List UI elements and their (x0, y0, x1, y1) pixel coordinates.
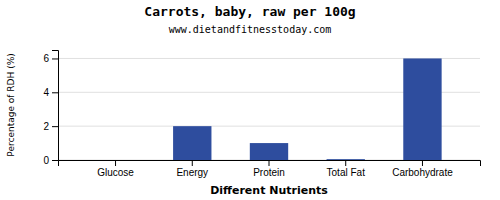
y-tick-mark (52, 160, 58, 161)
y-tick-label: 0 (43, 155, 49, 166)
x-tick-label: Glucose (97, 167, 134, 178)
x-tick-label: Protein (253, 167, 285, 178)
x-tick-mark (345, 160, 346, 166)
x-tick: Energy (176, 160, 208, 178)
y-axis-title: Percentage of RDH (%) (6, 53, 16, 156)
y-tick-label: 4 (43, 87, 49, 98)
y-tick-mark (52, 92, 58, 93)
y-tick: 2 (43, 121, 58, 132)
y-tick-label: 2 (43, 121, 49, 132)
y-axis: 0 2 4 6 (43, 51, 58, 166)
y-tick-mark (52, 58, 58, 59)
bar (173, 126, 211, 160)
bars (173, 58, 442, 160)
plot: Glucose Energy Protein Total Fat Carbohydrat… (43, 51, 480, 179)
x-tick-mark (422, 160, 423, 166)
y-tick-label: 6 (43, 53, 49, 64)
x-tick: Carbohydrate (392, 160, 453, 178)
x-axis-title: Different Nutrients (210, 184, 328, 197)
x-tick-mark (269, 160, 270, 166)
y-axis-line (52, 51, 59, 161)
y-tick-mark (52, 126, 58, 127)
bar (403, 58, 441, 160)
grid (58, 58, 480, 160)
y-tick: 0 (43, 155, 58, 166)
bar (327, 159, 365, 160)
x-tick: Glucose (97, 160, 134, 178)
x-tick: Total Fat (327, 160, 366, 178)
subtitle: www.dietandfitnesstoday.com (169, 24, 332, 35)
y-tick: 6 (43, 53, 58, 64)
title: Carrots, baby, raw per 100g (144, 4, 355, 19)
x-tick: Protein (253, 160, 285, 178)
x-tick-mark (115, 160, 116, 166)
chart: Carrots, baby, raw per 100g www.dietandfi… (0, 0, 500, 200)
x-tick-mark (192, 160, 193, 166)
x-tick-label: Carbohydrate (392, 167, 453, 178)
bar (250, 143, 288, 160)
x-axis: Glucose Energy Protein Total Fat Carbohydrat… (59, 160, 481, 178)
y-tick: 4 (43, 87, 58, 98)
x-tick-label: Energy (176, 167, 208, 178)
x-tick-label: Total Fat (327, 167, 366, 178)
bar (96, 160, 134, 161)
x-axis-line (59, 161, 481, 167)
